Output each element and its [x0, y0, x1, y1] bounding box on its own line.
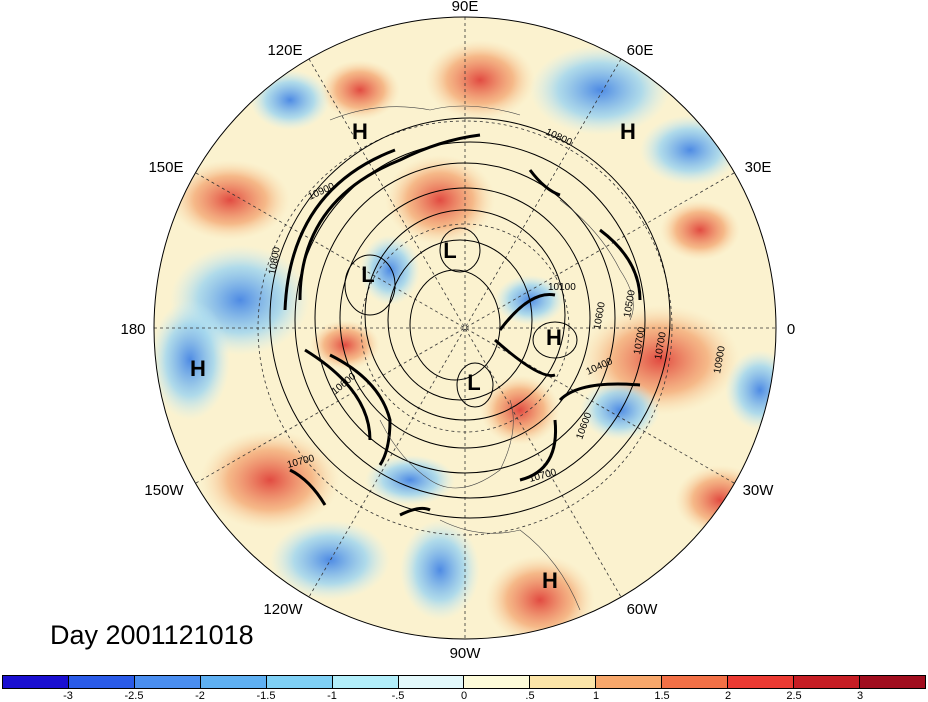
contour-label: 10700 — [632, 326, 648, 356]
colorbar-tick-label: -1.5 — [256, 690, 276, 702]
colorbar-box — [530, 676, 597, 688]
longitude-labels: 90E 60E 30E 0 30W 60W 90W 120W 150W 180 … — [120, 0, 795, 662]
lon-label-90e: 90E — [452, 0, 479, 15]
low-center-2: L — [361, 262, 374, 287]
high-center-5: H — [542, 568, 558, 593]
jet-contours — [283, 133, 642, 517]
colorbar-labels: -3 -2.5 -2 -1.5 -1 -.5 0 .5 1 1.5 2 2.5 3 — [0, 690, 928, 702]
colorbar-box — [596, 676, 663, 688]
colorbar-tick-label: 1 — [592, 690, 600, 702]
colorbar-tick-label: .5 — [525, 690, 535, 702]
anomaly-field — [154, 17, 776, 639]
lon-label-60w: 60W — [627, 601, 659, 618]
contour-label: 10600 — [592, 301, 608, 331]
lon-label-0: 0 — [787, 321, 795, 338]
pressure-centers: H H L L H L H H — [190, 119, 636, 593]
high-center-1: H — [352, 119, 368, 144]
lon-label-30w: 30W — [743, 482, 775, 499]
colorbar-tick-label: -2.5 — [124, 690, 144, 702]
colorbar-tick-label: 1.5 — [654, 690, 670, 702]
colorbar-box — [794, 676, 860, 688]
colorbar-box — [859, 676, 925, 688]
colorbar-box — [68, 676, 135, 688]
colorbar-box — [728, 676, 795, 688]
lon-label-150e: 150E — [148, 159, 183, 176]
colorbar-tick-label: 2 — [724, 690, 732, 702]
colorbar-box — [398, 676, 465, 688]
colorbar-box — [134, 676, 201, 688]
contour-label: 10700 — [653, 331, 669, 361]
height-contours — [269, 117, 671, 519]
high-center-3: H — [546, 325, 562, 350]
lon-label-120w: 120W — [263, 601, 303, 618]
contour-label: 10900 — [712, 345, 728, 375]
colorbar-tick-label: 0 — [460, 690, 468, 702]
map-boundary — [153, 16, 777, 640]
colorbar-tick-label: 2.5 — [786, 690, 802, 702]
plot-title: Day 2001121018 — [50, 620, 254, 650]
lon-label-30e: 30E — [745, 159, 772, 176]
colorbar-tick-label: -.5 — [391, 690, 405, 702]
colorbar-tick-label: -2 — [195, 690, 205, 702]
coastlines — [329, 105, 634, 611]
lon-label-120e: 120E — [267, 42, 302, 59]
low-center-1: L — [443, 238, 456, 263]
graticule — [154, 17, 776, 639]
low-center-3: L — [467, 370, 480, 395]
colorbar-tick-label: 3 — [856, 690, 864, 702]
colorbar-box — [3, 676, 69, 688]
contour-label: 10500 — [622, 289, 638, 319]
contour-label: 10100 — [548, 282, 576, 293]
colorbar-tick-label: -1 — [327, 690, 337, 702]
colorbar-box — [332, 676, 399, 688]
lon-label-180: 180 — [120, 321, 145, 338]
colorbar — [2, 675, 926, 689]
colorbar-tick-label: -3 — [63, 690, 73, 702]
colorbar-box — [464, 676, 531, 688]
high-center-2: H — [620, 119, 636, 144]
high-center-4: H — [190, 356, 206, 381]
colorbar-box — [200, 676, 267, 688]
colorbar-box — [266, 676, 333, 688]
lon-label-150w: 150W — [144, 482, 184, 499]
colorbar-box — [662, 676, 729, 688]
contour-label: 10800 — [267, 246, 283, 276]
lon-label-60e: 60E — [627, 42, 654, 59]
lon-label-90w: 90W — [450, 645, 482, 662]
